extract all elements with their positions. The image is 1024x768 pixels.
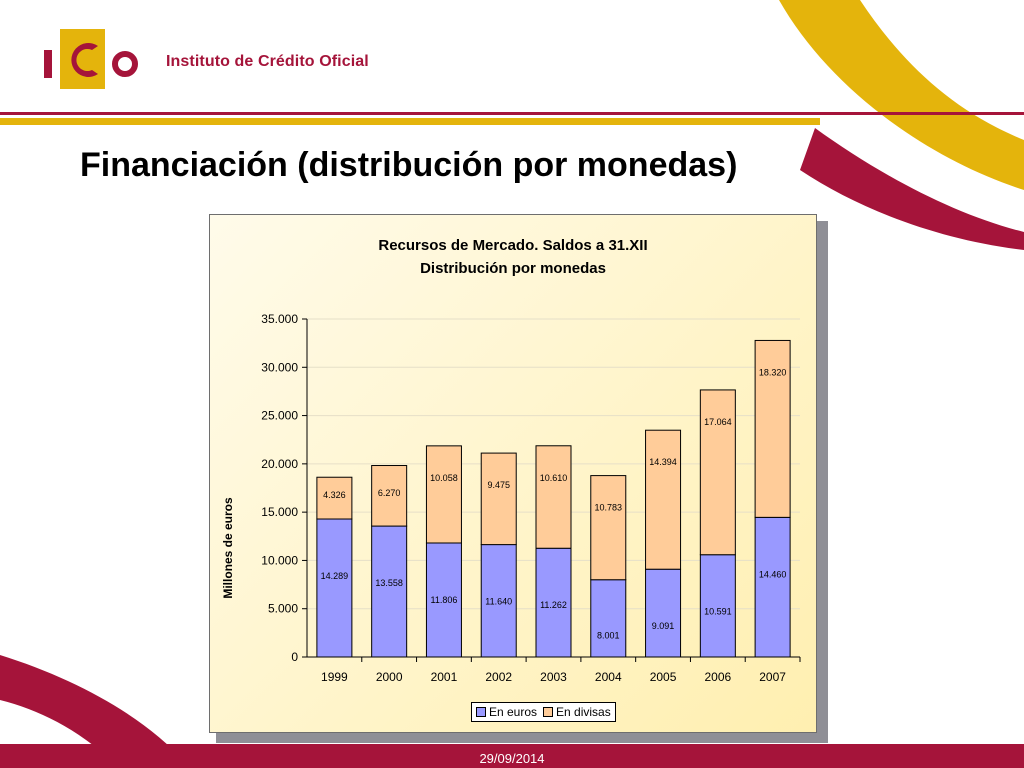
data-label: 11.806 (431, 595, 458, 605)
x-tick-label: 2001 (431, 670, 458, 684)
yellow-arc-shape (779, 0, 1024, 190)
y-tick-label: 10.000 (261, 553, 298, 567)
logo-o-shape (112, 51, 138, 77)
x-tick-label: 2004 (595, 670, 622, 684)
legend-swatch-divisas (543, 707, 554, 717)
x-tick-label: 2000 (376, 670, 403, 684)
y-tick-label: 25.000 (261, 409, 298, 423)
bar-segment-divisas (645, 429, 682, 570)
slide-title: Financiación (distribución por monedas) (80, 146, 738, 184)
y-tick-label: 35.000 (261, 312, 298, 326)
data-label: 17.064 (704, 417, 732, 427)
data-label: 10.058 (430, 473, 458, 483)
bar-segment-euros (535, 547, 572, 658)
bar-segment-euros (316, 518, 353, 658)
bar-segment-divisas (371, 465, 408, 527)
data-label: 14.289 (321, 571, 349, 581)
bar-segment-divisas (316, 476, 353, 520)
data-label: 18.320 (759, 367, 787, 377)
bar-segment-divisas (590, 475, 627, 581)
y-tick-label: 0 (291, 650, 298, 664)
legend-label-euros: En euros (489, 705, 538, 719)
footer-bar (0, 744, 1024, 768)
data-label: 8.001 (597, 630, 620, 640)
legend-label-divisas: En divisas (556, 705, 611, 719)
chart-legend: En euros En divisas (471, 702, 616, 722)
data-label: 13.558 (375, 578, 403, 588)
data-label: 14.460 (759, 569, 787, 579)
data-label: 6.270 (378, 488, 401, 498)
header-red-line (0, 112, 1024, 115)
x-tick-label: 2007 (759, 670, 786, 684)
legend-item-euros: En euros (476, 705, 537, 719)
ico-logo (44, 29, 138, 89)
data-label: 10.591 (704, 607, 732, 617)
bar-segment-euros (371, 525, 408, 658)
logo-yellow-block (60, 29, 105, 89)
bar-segment-euros (754, 516, 791, 658)
bar-segment-euros (590, 579, 627, 658)
footer-date: 29/09/2014 (479, 751, 545, 766)
data-label: 10.783 (595, 503, 623, 513)
bar-segment-divisas (480, 452, 517, 546)
org-name: Instituto de Crédito Oficial (166, 53, 369, 70)
y-tick-label: 20.000 (261, 457, 298, 471)
header-yellow-line (0, 118, 820, 125)
data-label: 10.610 (540, 473, 568, 483)
x-tick-label: 1999 (321, 670, 348, 684)
bar-segment-divisas (535, 445, 572, 549)
chart-plot: 0 5.000 10.000 15.000 20.000 25.000 30.000 35.0… (261, 312, 801, 684)
chart-frame: Recursos de Mercado. Saldos a 31.XII Dis… (209, 214, 817, 733)
x-tick-label: 2006 (704, 670, 731, 684)
data-label: 11.262 (540, 600, 567, 610)
data-label: 9.091 (652, 621, 675, 631)
bar-segment-euros (480, 544, 517, 658)
logo-i-shape (44, 50, 52, 78)
logo-c-shape (71, 43, 98, 77)
data-label: 11.640 (485, 597, 512, 607)
data-label: 9.475 (487, 480, 510, 490)
chart-subtitle: Distribución por monedas (420, 260, 606, 277)
chart-title: Recursos de Mercado. Saldos a 31.XII (378, 237, 648, 254)
y-tick-label: 15.000 (261, 505, 298, 519)
y-tick-label: 5.000 (268, 602, 298, 616)
data-label: 14.394 (649, 457, 677, 467)
bar-segment-divisas (754, 339, 791, 518)
legend-item-divisas: En divisas (543, 705, 611, 719)
red-swoosh-bottom-left (0, 655, 190, 768)
bar-segment-divisas (425, 445, 462, 544)
bar-segment-euros (699, 554, 736, 658)
x-tick-label: 2003 (540, 670, 567, 684)
bar-segment-euros (425, 542, 462, 658)
y-tick-label: 30.000 (261, 360, 298, 374)
red-swoosh-right (800, 128, 1024, 250)
legend-swatch-euros (476, 707, 486, 717)
x-tick-label: 2002 (485, 670, 512, 684)
bar-segment-euros (645, 568, 682, 658)
bar-segment-divisas (699, 389, 736, 556)
data-label: 4.326 (323, 490, 346, 500)
x-tick-label: 2005 (650, 670, 677, 684)
